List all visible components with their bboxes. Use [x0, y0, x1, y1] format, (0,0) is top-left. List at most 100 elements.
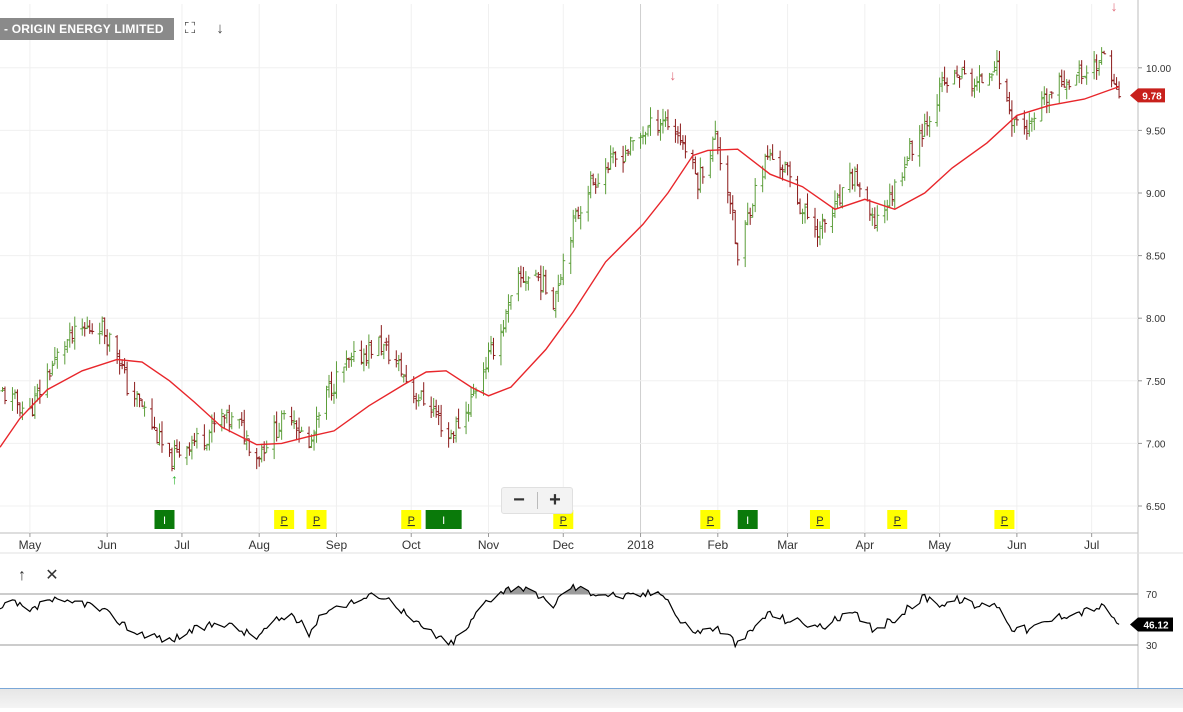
price-bar-up [586, 185, 591, 222]
arrow-up-icon[interactable]: ↑ [18, 567, 26, 584]
price-bar-down [920, 123, 925, 147]
price-bar-up [52, 347, 57, 365]
price-bar-up [67, 322, 72, 348]
signal-box[interactable] [700, 510, 721, 529]
price-bar-down [576, 206, 581, 220]
arrow-down-icon[interactable]: ↓ [216, 20, 224, 37]
price-bar-up [922, 113, 927, 137]
price-bar-up [334, 361, 339, 399]
price-bar-down [212, 412, 217, 433]
price-bar-up [900, 172, 905, 187]
price-bar-up [35, 383, 40, 402]
price-bar-down [307, 426, 312, 449]
signal-label: P [313, 515, 320, 527]
signal-label: P [816, 515, 823, 527]
price-bar-down [174, 439, 179, 453]
price-bar-down [364, 345, 369, 366]
signal-box[interactable] [401, 510, 422, 529]
signal-box[interactable] [274, 510, 295, 529]
zoom-out-button[interactable]: − [513, 489, 525, 511]
price-bar-up [194, 427, 199, 449]
signal-box[interactable] [737, 510, 758, 529]
price-bar-up [977, 65, 982, 93]
price-bar-up [885, 199, 890, 221]
price-bar-down [543, 269, 548, 295]
price-bar-down [872, 207, 877, 230]
price-bar-up [541, 266, 546, 293]
zoom-in-button[interactable]: + [549, 489, 561, 511]
signal-box[interactable] [553, 510, 574, 529]
price-bar-up [972, 78, 977, 98]
y-tick-label: 9.00 [1146, 189, 1166, 200]
price-bar-up [820, 213, 825, 239]
price-bar-down [150, 398, 155, 430]
signal-marker-p: P [553, 510, 574, 529]
price-bar-up [135, 391, 140, 407]
price-bar-up [237, 418, 242, 429]
price-bar-down [384, 337, 389, 351]
price-bar-up [631, 140, 636, 151]
instrument-title[interactable]: - ORIGIN ENERGY LIMITED [0, 18, 174, 40]
price-bar-down [715, 130, 720, 155]
price-bar-up [658, 118, 663, 141]
price-bar-up [1064, 78, 1069, 100]
price-bar-up [882, 200, 887, 224]
price-bar-down [125, 361, 130, 396]
price-bar-down [857, 182, 862, 198]
buy-arrow-icon: ↑ [171, 471, 178, 487]
signal-box[interactable] [154, 510, 175, 529]
price-bar-down [613, 151, 618, 167]
price-bar-down [87, 320, 92, 334]
y-tick-label: 6.50 [1146, 502, 1166, 513]
y-tick-label: 9.50 [1146, 126, 1166, 137]
signal-box[interactable] [425, 510, 462, 529]
price-bar-up [698, 157, 703, 193]
price-bar-up [902, 156, 907, 181]
price-bar-up [937, 77, 942, 112]
price-bar-down [386, 334, 391, 365]
price-bar-down [82, 322, 87, 337]
price-bar-up [994, 49, 999, 76]
price-bar-down [1022, 110, 1027, 135]
signal-box[interactable] [809, 510, 830, 529]
close-icon[interactable]: ✕ [45, 567, 59, 584]
signal-marker-p: P [401, 510, 422, 529]
price-bar-down [626, 148, 631, 156]
x-tick-label: Jul [1084, 538, 1099, 552]
expand-icon[interactable]: ⛶ [184, 20, 196, 37]
price-bar-down [1102, 50, 1107, 55]
price-bar-down [700, 166, 705, 184]
price-bar-down [411, 376, 416, 404]
price-bar-up [516, 267, 521, 302]
price-bar-down [665, 109, 670, 130]
price-bar-up [1092, 50, 1097, 80]
price-bar-up [623, 145, 628, 162]
price-bar-up [608, 145, 613, 170]
price-bar-up [282, 410, 287, 420]
price-bar-up [97, 322, 102, 345]
price-bar-down [680, 135, 685, 150]
price-bar-down [957, 75, 962, 88]
price-bar-up [312, 429, 317, 451]
x-tick-label: Apr [855, 538, 874, 552]
price-bar-down [815, 218, 820, 247]
signal-box[interactable] [306, 510, 327, 529]
x-tick-label: Sep [326, 538, 348, 552]
price-bar-up [533, 269, 538, 277]
price-bar-down [202, 424, 207, 451]
signal-box[interactable] [994, 510, 1015, 529]
signal-box[interactable] [887, 510, 908, 529]
price-bar-up [0, 386, 5, 392]
signal-label: P [1001, 515, 1008, 527]
price-bar-down [910, 140, 915, 162]
price-bar-up [65, 339, 70, 353]
price-bar-down [2, 386, 7, 405]
price-bar-up [299, 426, 304, 433]
price-bar-down [254, 447, 259, 470]
price-bar-down [728, 192, 733, 214]
price-bar-up [469, 387, 474, 417]
price-bar-down [439, 404, 444, 437]
price-bar-up [326, 374, 331, 398]
price-bar-up [366, 334, 371, 369]
price-bar-down [446, 422, 451, 448]
